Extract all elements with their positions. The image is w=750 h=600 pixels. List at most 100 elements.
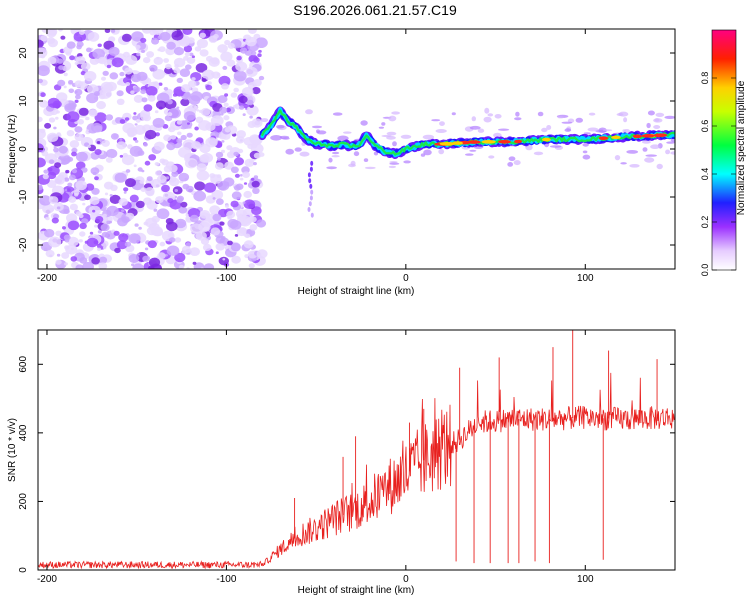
signal-halo: [626, 150, 639, 154]
noise-speckle: [114, 172, 127, 183]
y-tick-label: 10: [18, 95, 29, 107]
noise-speckle: [194, 126, 199, 131]
noise-speckle: [76, 41, 84, 48]
noise-speckle: [221, 83, 229, 90]
signal-halo: [665, 149, 671, 155]
noise-speckle: [64, 245, 70, 250]
noise-speckle: [157, 48, 161, 52]
signal-halo: [423, 149, 432, 156]
signal-halo: [332, 112, 343, 116]
signal-halo: [549, 145, 562, 148]
noise-speckle: [68, 88, 75, 94]
noise-speckle: [75, 56, 86, 65]
ridge-peak: [632, 134, 642, 139]
noise-speckle: [123, 187, 129, 192]
signal-halo: [431, 119, 441, 122]
noise-speckle: [48, 159, 55, 164]
noise-speckle: [230, 242, 241, 252]
noise-speckle: [251, 206, 262, 216]
signal-halo: [642, 147, 648, 152]
noise-speckle: [176, 106, 180, 109]
noise-speckle: [156, 175, 167, 184]
noise-speckle: [43, 169, 49, 174]
noise-speckle: [233, 87, 239, 93]
noise-speckle: [238, 215, 252, 227]
noise-speckle: [184, 52, 191, 57]
noise-speckle: [86, 237, 99, 248]
noise-speckle: [173, 67, 181, 74]
noise-speckle: [53, 147, 59, 153]
colorbar-tick-label: 0.8: [700, 72, 710, 85]
signal-halo: [541, 127, 548, 133]
noise-speckle: [251, 180, 260, 188]
noise-speckle: [124, 241, 132, 247]
signal-halo: [299, 151, 310, 157]
noise-speckle: [125, 82, 131, 86]
noise-speckle: [125, 55, 138, 65]
noise-speckle: [116, 98, 125, 106]
noise-speckle: [45, 249, 55, 258]
signal-halo: [650, 144, 660, 149]
noise-speckle: [77, 119, 84, 125]
noise-speckle: [68, 103, 75, 110]
signal-halo: [645, 154, 657, 157]
signal-halo: [438, 148, 445, 155]
noise-speckle: [141, 49, 145, 54]
noise-speckle: [178, 264, 185, 269]
signal-halo: [620, 162, 627, 165]
noise-speckle: [195, 63, 208, 73]
noise-speckle: [48, 196, 59, 205]
noise-speckle: [79, 231, 86, 237]
signal-halo: [326, 166, 337, 170]
noise-speckle: [224, 127, 231, 133]
noise-speckle: [140, 37, 147, 43]
noise-speckle: [217, 95, 228, 104]
signal-halo: [389, 162, 400, 165]
noise-speckle: [121, 33, 132, 42]
noise-speckle: [92, 209, 96, 213]
chart-title: S196.2026.061.21.57.C19: [293, 2, 457, 18]
signal-halo: [602, 129, 613, 132]
noise-speckle: [163, 87, 169, 91]
noise-speckle: [256, 249, 268, 259]
noise-speckle: [258, 49, 262, 53]
noise-speckle: [164, 66, 173, 74]
noise-speckle: [158, 82, 163, 86]
noise-speckle: [88, 109, 98, 117]
signal-halo: [363, 158, 369, 163]
noise-speckle: [61, 252, 70, 259]
noise-speckle: [97, 230, 102, 234]
noise-speckle: [241, 87, 254, 97]
noise-speckle: [44, 228, 55, 238]
signal-halo: [471, 116, 476, 122]
noise-speckle: [220, 51, 233, 62]
noise-speckle: [39, 128, 46, 134]
noise-speckle: [167, 112, 173, 117]
signal-halo: [647, 110, 655, 116]
noise-speckle: [253, 57, 260, 63]
noise-speckle: [133, 94, 144, 103]
noise-speckle: [133, 112, 137, 115]
x-tick-label: -200: [37, 574, 57, 585]
noise-speckle: [102, 213, 107, 218]
signal-halo: [646, 122, 651, 129]
noise-speckle: [161, 159, 169, 166]
noise-speckle: [82, 202, 86, 206]
noise-speckle: [116, 141, 127, 150]
noise-speckle: [38, 116, 43, 123]
signal-halo: [400, 134, 412, 139]
signal-halo: [498, 128, 510, 131]
noise-speckle: [87, 31, 100, 42]
noise-speckle: [152, 117, 165, 128]
noise-speckle: [250, 177, 255, 181]
noise-speckle: [135, 200, 145, 209]
noise-speckle: [79, 222, 87, 230]
noise-speckle: [97, 43, 102, 48]
noise-speckle: [251, 118, 263, 128]
noise-speckle: [134, 123, 138, 126]
noise-speckle: [38, 92, 41, 97]
noise-speckle: [119, 154, 124, 158]
y-tick-label: -20: [18, 237, 29, 252]
noise-speckle: [215, 151, 224, 158]
